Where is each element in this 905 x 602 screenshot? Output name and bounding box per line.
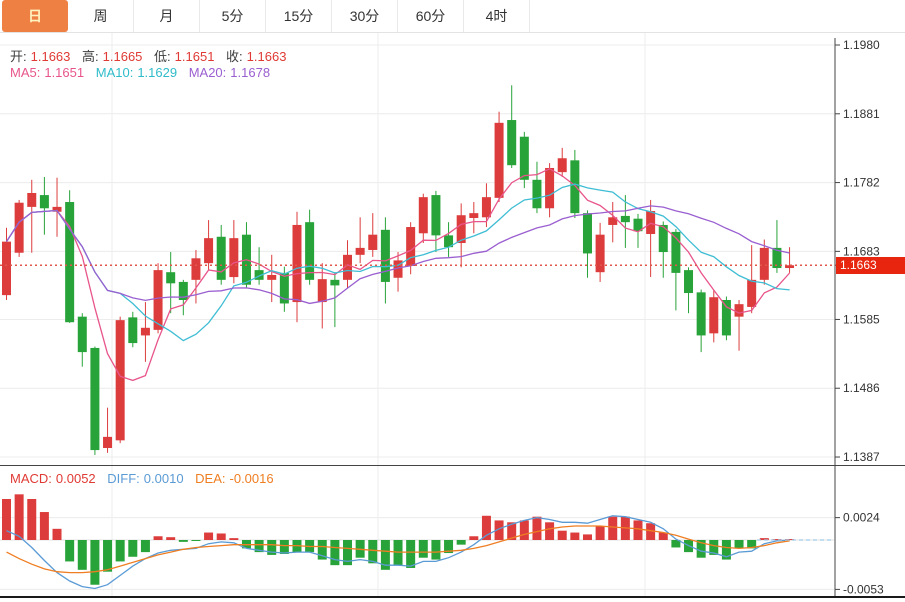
tab-period-2[interactable]: 月 xyxy=(134,0,200,32)
close-value: 1.1663 xyxy=(246,49,287,64)
ma5-label: MA5: xyxy=(10,65,41,80)
open-label: 开: xyxy=(10,49,27,64)
svg-text:1.1387: 1.1387 xyxy=(843,450,880,464)
period-tab-bar: 日周月 5分 15分 30分 60分 4时 xyxy=(0,0,905,33)
ma5-line xyxy=(5,168,791,382)
tab-period-0[interactable]: 日 xyxy=(2,0,68,32)
candlesticks xyxy=(2,85,795,455)
ma-readout: MA5: 1.1651 MA10: 1.1629 MA20: 1.1678 xyxy=(10,65,278,80)
diff-label: DIFF: xyxy=(107,471,140,486)
tab-period-7[interactable]: 4时 xyxy=(464,0,530,32)
ma10-label: MA10: xyxy=(95,65,134,80)
svg-text:1.1782: 1.1782 xyxy=(843,176,880,190)
dea-label: DEA: xyxy=(195,471,226,486)
svg-text:1.1585: 1.1585 xyxy=(843,312,880,326)
dea-line xyxy=(6,525,790,574)
svg-text:1.1683: 1.1683 xyxy=(843,244,880,258)
tab-period-1[interactable]: 周 xyxy=(68,0,134,32)
tab-period-4[interactable]: 15分 xyxy=(266,0,332,32)
high-value: 1.1665 xyxy=(102,49,143,64)
svg-text:1.1486: 1.1486 xyxy=(843,381,880,395)
svg-text:1.1881: 1.1881 xyxy=(843,107,880,121)
tab-period-3[interactable]: 5分 xyxy=(200,0,266,32)
ma10-value: 1.1629 xyxy=(137,65,178,80)
diff-line xyxy=(6,515,790,590)
low-label: 低: xyxy=(154,49,171,64)
ma10-line xyxy=(5,183,790,342)
tab-period-6[interactable]: 60分 xyxy=(398,0,464,32)
ma20-line xyxy=(5,205,790,305)
y-axis: 1.1980 1.1881 1.1782 1.1683 1.1585 1.1486 1.13… xyxy=(0,38,905,598)
macd-label: MACD: xyxy=(10,471,52,486)
svg-text:0.0024: 0.0024 xyxy=(843,511,880,525)
macd-value: 0.0052 xyxy=(55,471,96,486)
open-value: 1.1663 xyxy=(30,49,71,64)
ohlc-readout: 开: 1.1663 高: 1.1665 低: 1.1651 收: 1.1663 xyxy=(10,46,294,65)
ma5-value: 1.1651 xyxy=(44,65,85,80)
current-price-badge: 1.1663 xyxy=(836,257,905,274)
svg-text:-0.0053: -0.0053 xyxy=(843,582,884,596)
macd-readout: MACD: 0.0052 DIFF: 0.0010 DEA: -0.0016 xyxy=(10,471,282,486)
high-label: 高: xyxy=(82,49,99,64)
ma20-value: 1.1678 xyxy=(230,65,271,80)
svg-text:1.1980: 1.1980 xyxy=(843,38,880,52)
diff-value: 0.0010 xyxy=(143,471,184,486)
tab-period-5[interactable]: 30分 xyxy=(332,0,398,32)
low-value: 1.1651 xyxy=(174,49,215,64)
grid-lines xyxy=(0,33,834,597)
dea-value: -0.0016 xyxy=(229,471,274,486)
close-label: 收: xyxy=(226,49,243,64)
ma20-label: MA20: xyxy=(188,65,227,80)
